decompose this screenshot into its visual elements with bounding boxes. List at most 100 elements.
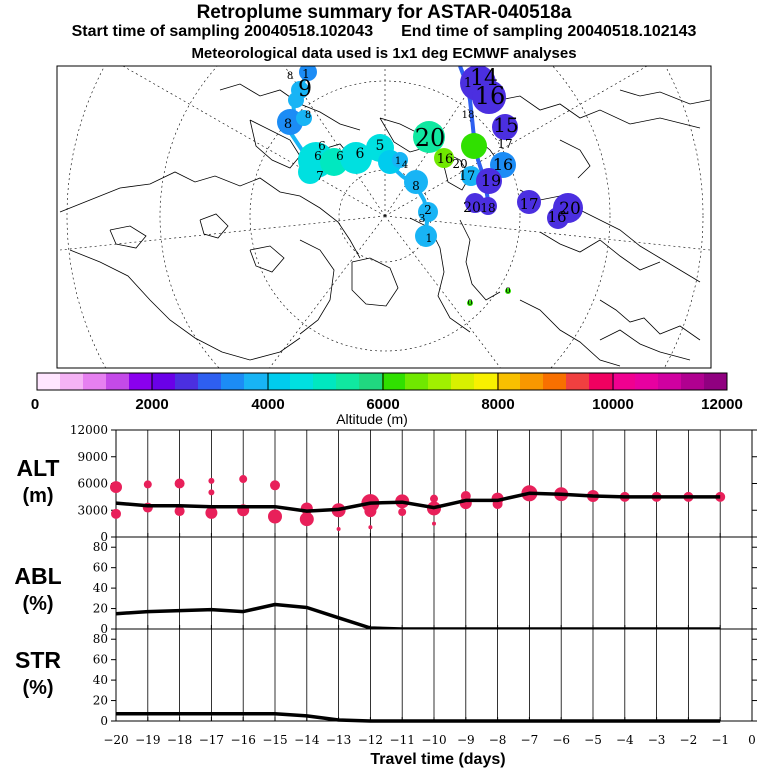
plume-label: 0 (505, 286, 510, 295)
plume-label: 15 (493, 113, 518, 137)
plume-cluster (340, 142, 372, 174)
plume-label: 6 (314, 149, 322, 163)
x-axis: −20 −19 −18 −17 −16 −15 −14 −13 −12 −11 −10 −9 −8 −7−… (103, 733, 755, 747)
plume-label: 6 (336, 149, 344, 163)
alt-ytick-label: 6000 (77, 477, 108, 491)
plume-label: 16 (437, 152, 454, 167)
x-tick-label: −3 (648, 733, 666, 747)
plume-label: 6 (356, 146, 365, 162)
str-ytick-label: 80 (93, 632, 108, 646)
plume-cluster (505, 288, 511, 294)
x-tick-label: −1 (711, 733, 729, 747)
x-tick-label: −15 (262, 733, 287, 747)
plume-label: 20 (415, 124, 446, 152)
plume-label: 17 (519, 195, 538, 213)
x-axis-label: Travel time (days) (370, 751, 505, 768)
x-tick-label: −18 (167, 733, 192, 747)
x-tick-label: −17 (199, 733, 224, 747)
alt-panel: 0 3000 6000 9000 12000 (70, 423, 757, 544)
plume-label: 18 (480, 201, 495, 215)
alt-cluster-point (268, 509, 282, 524)
plume-cluster (476, 168, 502, 194)
plume-cluster (434, 148, 454, 168)
alt-cluster-point (430, 494, 438, 503)
alt-ytick-label: 9000 (77, 450, 108, 464)
plume-label: 1 (426, 232, 433, 245)
plume-label: 20 (559, 199, 581, 219)
x-tick-label: −5 (584, 733, 602, 747)
abl-ytick-label: 20 (93, 602, 108, 616)
plume-label: 5 (376, 138, 385, 154)
plume-label: 1 (395, 156, 401, 167)
plume-cluster (479, 197, 497, 215)
alt-series-line (115, 491, 721, 513)
abl-ytick-label: 40 (93, 581, 108, 595)
x-tick-label: −6 (552, 733, 570, 747)
plume-label: 0 (467, 298, 472, 307)
alt-ytick-label: 3000 (77, 503, 108, 517)
x-tick-label: −9 (457, 733, 475, 747)
alt-cluster-point (270, 480, 280, 491)
plume-label: 17 (497, 137, 512, 151)
str-ytick-label: 40 (93, 673, 108, 687)
alt-cluster-point (239, 475, 248, 484)
sampling-times: Start time of sampling 20040518.102043 En… (0, 23, 768, 41)
abl-ytick-label: 0 (100, 622, 108, 636)
abl-ytick-label: 80 (93, 540, 108, 554)
alt-ytick-label: 0 (100, 530, 108, 544)
alt-cluster-point (299, 512, 314, 527)
plume-label: 8 (287, 71, 293, 82)
plume-label: 8 (412, 179, 420, 193)
plume-label: 20 (463, 200, 481, 216)
alt-cluster-point (208, 477, 215, 484)
plume-cluster (288, 92, 304, 108)
chart-title: Retroplume summary for ASTAR-040518a (196, 2, 572, 23)
str-series-line (116, 712, 721, 723)
x-tick-label: −16 (231, 733, 256, 747)
plume-cluster (413, 121, 445, 153)
plume-label: 19 (481, 171, 501, 190)
x-tick-label: −4 (616, 733, 634, 747)
alt-title: ALT (16, 455, 59, 481)
abl-panel: 0 20 40 60 80 (93, 536, 757, 636)
plume-cluster (547, 207, 569, 229)
alt-cluster-point (111, 508, 121, 519)
plume-label: 20 (452, 157, 467, 171)
plume-label: 16 (475, 82, 506, 110)
plume-label: 9 (298, 77, 312, 102)
str-panel: 0 20 40 60 80 (93, 628, 757, 728)
plume-label: 16 (493, 155, 513, 174)
alt-cluster-point (398, 508, 407, 517)
alt-cluster-point (143, 480, 152, 489)
map-frame (56, 65, 712, 369)
x-tick-label: −12 (358, 733, 383, 747)
start-time: Start time of sampling 20040518.102043 (71, 23, 374, 40)
plume-label: 16 (547, 208, 566, 226)
plume-label: 6 (318, 139, 326, 153)
end-time: End time of sampling 20040518.102143 (401, 23, 697, 40)
plume-cluster (418, 202, 438, 222)
plume-label: 8 (305, 110, 311, 121)
str-ytick-label: 60 (93, 653, 108, 667)
plume-cluster (461, 133, 487, 159)
str-unit: (%) (22, 677, 53, 699)
alt-cluster-point (174, 506, 185, 517)
plume-label: 4 (402, 160, 408, 171)
abl-unit: (%) (22, 593, 53, 615)
met-data-note: Meteorological data used is 1x1 deg ECMW… (191, 45, 577, 62)
plume-cluster (296, 110, 312, 126)
plume-label: 1 (302, 67, 310, 81)
x-tick-label: −11 (390, 733, 415, 747)
plume-label: 7 (316, 169, 324, 183)
alt-cluster-point (208, 489, 215, 496)
plume-cluster (415, 225, 437, 247)
alt-unit: (m) (22, 485, 53, 507)
plume-cluster (299, 66, 317, 81)
plume-cluster (392, 152, 408, 168)
plume-label: 8 (284, 117, 292, 132)
plume-cluster (298, 160, 322, 184)
plume-cluster (472, 80, 506, 114)
x-tick-label: −20 (103, 733, 128, 747)
